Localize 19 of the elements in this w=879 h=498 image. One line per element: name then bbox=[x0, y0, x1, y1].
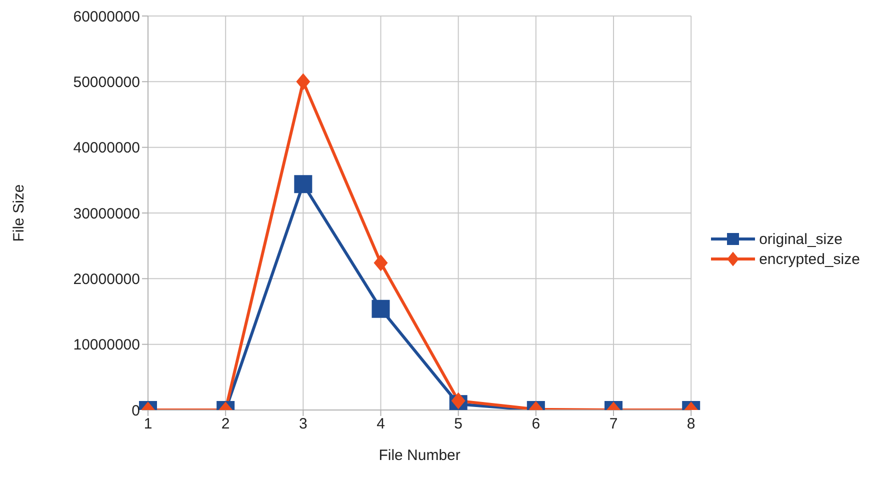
x-tick-label: 7 bbox=[609, 416, 618, 433]
x-tick-label: 2 bbox=[221, 416, 230, 433]
y-tick-label: 30000000 bbox=[73, 205, 140, 222]
y-tick-label: 60000000 bbox=[73, 8, 140, 26]
y-axis-title: File Size bbox=[10, 184, 28, 242]
y-tick-label: 40000000 bbox=[73, 140, 140, 157]
x-tick-label: 6 bbox=[532, 416, 540, 433]
x-tick-label: 4 bbox=[376, 416, 385, 433]
x-tick-label: 5 bbox=[454, 416, 463, 433]
y-tick-label: 20000000 bbox=[73, 270, 140, 288]
y-tick-label: 0 bbox=[132, 402, 140, 420]
legend-label: encrypted_size bbox=[759, 250, 860, 268]
x-tick-label: 3 bbox=[299, 416, 308, 433]
legend-label: original_size bbox=[759, 230, 842, 248]
y-tick-label: 50000000 bbox=[73, 74, 140, 91]
x-tick-label: 1 bbox=[144, 416, 152, 433]
x-tick-label: 8 bbox=[686, 416, 696, 433]
x-axis-title: File Number bbox=[378, 447, 460, 464]
y-tick-label: 10000000 bbox=[73, 336, 140, 354]
